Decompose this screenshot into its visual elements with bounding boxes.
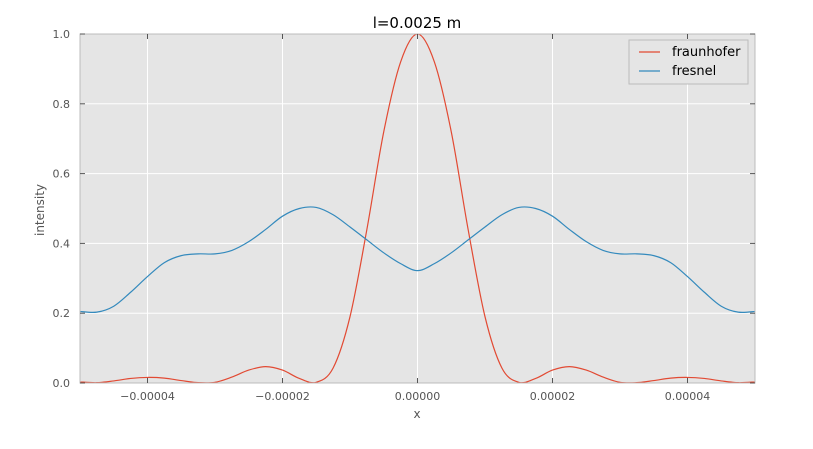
y-tick-label: 1.0 (53, 28, 71, 41)
x-tick-label: 0.00004 (665, 390, 711, 403)
y-axis-label: intensity (33, 184, 47, 236)
legend-box (628, 39, 749, 85)
x-axis-label: x (413, 407, 420, 421)
y-tick-label: 0.4 (53, 237, 71, 250)
x-tick-label: −0.00004 (120, 390, 175, 403)
y-tick-label: 0.6 (53, 168, 71, 181)
y-tick-label: 0.8 (53, 98, 71, 111)
y-tick-label: 0.2 (53, 307, 71, 320)
series-line-fresnel (79, 206, 756, 314)
x-tick-label: −0.00002 (255, 390, 310, 403)
y-tick-label: 0.0 (53, 377, 71, 390)
axis-ticks: −0.00004 −0.00002 0.00000 0.00002 0.00004 0.0… (53, 28, 755, 403)
legend-label-fresnel: fresnel (672, 64, 716, 79)
chart-title: l=0.0025 m (373, 14, 462, 32)
legend: fraunhofer fresnel (628, 39, 749, 85)
x-tick-label: 0.00002 (530, 390, 576, 403)
legend-label-fraunhofer: fraunhofer (672, 45, 741, 60)
x-tick-label: 0.00000 (395, 390, 441, 403)
